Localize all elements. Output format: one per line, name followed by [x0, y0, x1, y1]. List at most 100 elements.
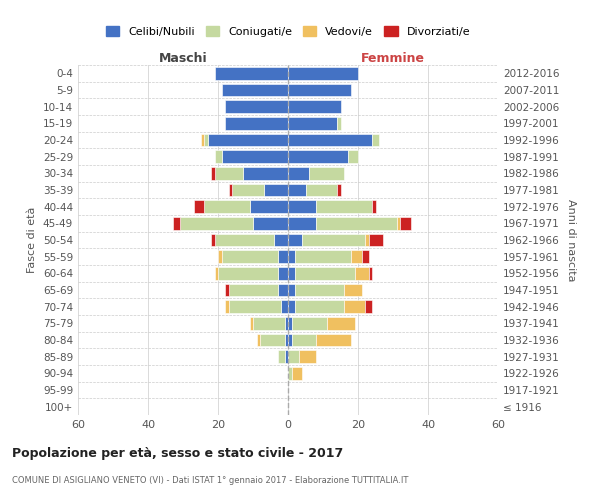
- Bar: [344, 284, 361, 296]
- Bar: [218, 267, 277, 280]
- Bar: [351, 250, 361, 263]
- Bar: [204, 200, 250, 213]
- Bar: [295, 250, 351, 263]
- Bar: [288, 84, 351, 96]
- Bar: [288, 334, 292, 346]
- Bar: [277, 284, 288, 296]
- Bar: [257, 334, 260, 346]
- Bar: [225, 117, 288, 130]
- Bar: [277, 250, 288, 263]
- Bar: [288, 317, 292, 330]
- Bar: [347, 150, 358, 163]
- Bar: [284, 334, 288, 346]
- Bar: [337, 184, 341, 196]
- Bar: [302, 234, 365, 246]
- Bar: [365, 234, 368, 246]
- Bar: [215, 167, 242, 179]
- Bar: [288, 167, 309, 179]
- Bar: [260, 334, 284, 346]
- Bar: [284, 350, 288, 363]
- Bar: [365, 300, 372, 313]
- Bar: [288, 300, 295, 313]
- Bar: [368, 267, 372, 280]
- Bar: [288, 184, 305, 196]
- Bar: [225, 300, 229, 313]
- Text: Femmine: Femmine: [361, 52, 425, 65]
- Bar: [284, 317, 288, 330]
- Bar: [218, 250, 221, 263]
- Bar: [288, 367, 292, 380]
- Bar: [215, 267, 218, 280]
- Bar: [288, 67, 358, 80]
- Bar: [326, 317, 355, 330]
- Bar: [215, 67, 288, 80]
- Bar: [288, 350, 299, 363]
- Text: COMUNE DI ASIGLIANO VENETO (VI) - Dati ISTAT 1° gennaio 2017 - Elaborazione TUTT: COMUNE DI ASIGLIANO VENETO (VI) - Dati I…: [12, 476, 409, 485]
- Bar: [288, 134, 372, 146]
- Bar: [316, 217, 397, 230]
- Bar: [344, 300, 365, 313]
- Bar: [355, 267, 368, 280]
- Bar: [288, 217, 316, 230]
- Bar: [288, 200, 316, 213]
- Text: Maschi: Maschi: [158, 52, 208, 65]
- Bar: [288, 267, 295, 280]
- Bar: [305, 184, 337, 196]
- Y-axis label: Fasce di età: Fasce di età: [28, 207, 37, 273]
- Bar: [179, 217, 253, 230]
- Bar: [229, 300, 281, 313]
- Bar: [225, 100, 288, 113]
- Bar: [288, 117, 337, 130]
- Bar: [215, 150, 221, 163]
- Bar: [211, 167, 215, 179]
- Bar: [229, 184, 232, 196]
- Bar: [225, 284, 229, 296]
- Bar: [288, 234, 302, 246]
- Bar: [221, 250, 277, 263]
- Bar: [397, 217, 400, 230]
- Bar: [193, 200, 204, 213]
- Bar: [292, 367, 302, 380]
- Bar: [263, 184, 288, 196]
- Bar: [229, 284, 277, 296]
- Bar: [221, 150, 288, 163]
- Bar: [295, 267, 355, 280]
- Bar: [368, 234, 383, 246]
- Bar: [316, 334, 351, 346]
- Bar: [277, 350, 284, 363]
- Bar: [288, 250, 295, 263]
- Bar: [250, 200, 288, 213]
- Bar: [242, 167, 288, 179]
- Bar: [211, 234, 215, 246]
- Bar: [221, 84, 288, 96]
- Bar: [274, 234, 288, 246]
- Bar: [295, 300, 344, 313]
- Bar: [361, 250, 368, 263]
- Bar: [253, 317, 284, 330]
- Bar: [292, 317, 326, 330]
- Bar: [372, 200, 376, 213]
- Bar: [204, 134, 208, 146]
- Bar: [250, 317, 253, 330]
- Bar: [316, 200, 372, 213]
- Bar: [288, 284, 295, 296]
- Text: Popolazione per età, sesso e stato civile - 2017: Popolazione per età, sesso e stato civil…: [12, 448, 343, 460]
- Bar: [277, 267, 288, 280]
- Bar: [292, 334, 316, 346]
- Legend: Celibi/Nubili, Coniugati/e, Vedovi/e, Divorziati/e: Celibi/Nubili, Coniugati/e, Vedovi/e, Di…: [101, 22, 475, 41]
- Bar: [281, 300, 288, 313]
- Bar: [372, 134, 379, 146]
- Bar: [288, 100, 341, 113]
- Bar: [208, 134, 288, 146]
- Bar: [337, 117, 341, 130]
- Bar: [299, 350, 316, 363]
- Bar: [295, 284, 344, 296]
- Bar: [215, 234, 274, 246]
- Bar: [232, 184, 263, 196]
- Bar: [200, 134, 204, 146]
- Y-axis label: Anni di nascita: Anni di nascita: [566, 198, 576, 281]
- Bar: [309, 167, 344, 179]
- Bar: [400, 217, 410, 230]
- Bar: [173, 217, 179, 230]
- Bar: [288, 150, 347, 163]
